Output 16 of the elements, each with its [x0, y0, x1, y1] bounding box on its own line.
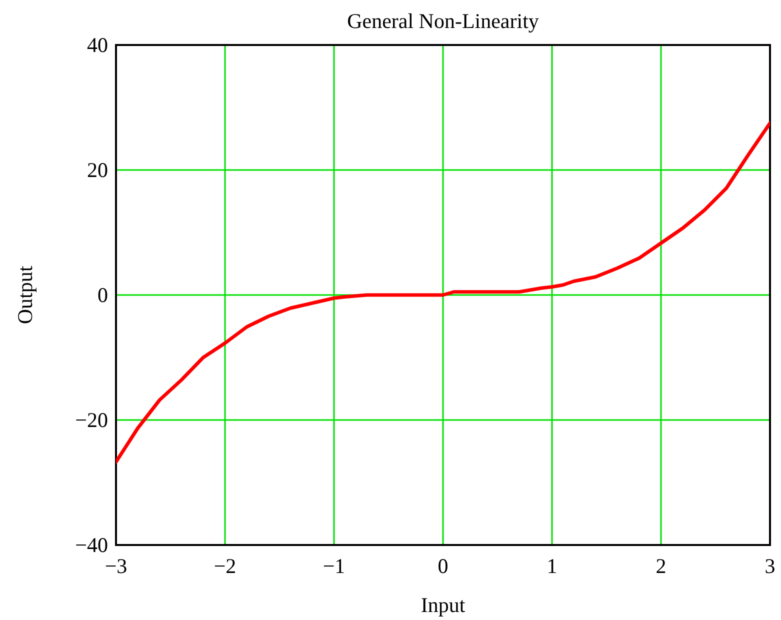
y-tick-label: 20 [87, 158, 108, 182]
x-tick-label: −3 [104, 554, 128, 578]
x-tick-label: 0 [438, 554, 448, 578]
x-axis-title: Input [420, 593, 466, 617]
chart-title: General Non-Linearity [347, 9, 540, 33]
x-tick-label: 3 [764, 554, 776, 578]
x-tick-label: 2 [656, 554, 666, 578]
y-tick-label: −20 [75, 408, 108, 432]
y-axis-title: Output [13, 266, 37, 324]
y-tick-label: 0 [98, 283, 108, 307]
x-tick-label: −1 [322, 554, 346, 578]
y-tick-label: 40 [87, 33, 108, 57]
x-tick-label: −2 [214, 554, 236, 578]
x-tick-label: 1 [546, 554, 558, 578]
line-series [116, 121, 770, 464]
y-tick-label: −40 [75, 533, 108, 557]
